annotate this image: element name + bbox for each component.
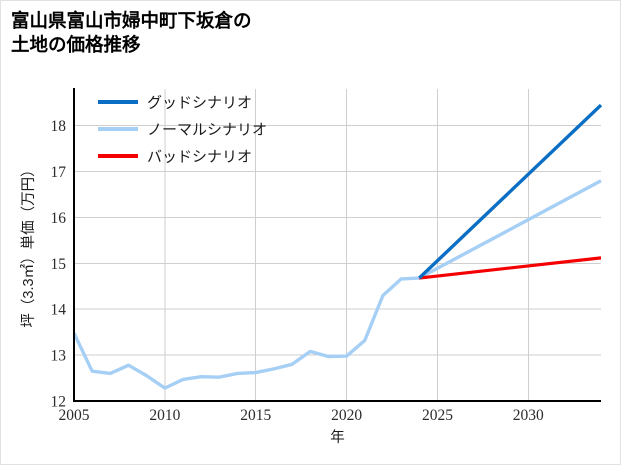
x-tick-label: 2020 [331,407,362,424]
legend-label: バッドシナリオ [147,150,252,166]
axis-lines [72,88,601,403]
series-lines [72,103,603,390]
legend-label: ノーマルシナリオ [147,123,267,139]
y-tick-label: 17 [51,164,67,181]
series-line-ノーマルシナリオ [72,179,602,390]
x-tick-label: 2010 [149,407,180,424]
y-tick-label: 18 [51,118,67,135]
x-tick-label: 2025 [422,407,453,424]
x-axis-tick-labels: 2005 2010 2015 2020 2025 2030 [59,407,545,424]
gridlines [74,89,601,401]
page-title: 富山県富山市婦中町下坂倉の 土地の価格推移 [11,10,252,56]
x-tick-label: 2015 [240,407,271,424]
y-tick-label: 12 [51,394,67,411]
y-tick-label: 14 [51,302,67,319]
x-tick-label: 2030 [513,407,544,424]
x-axis-title: 年 [330,429,345,446]
legend-label: グッドシナリオ [147,95,252,112]
y-tick-label: 13 [51,348,67,365]
y-axis-title: 坪（3.3㎡）単価（万円） [20,162,37,327]
series-line-バッドシナリオ [419,256,602,280]
y-tick-label: 16 [51,210,67,227]
x-tick-label: 2005 [59,407,90,424]
series-line-グッドシナリオ [418,103,603,280]
y-tick-label: 15 [51,256,67,273]
y-axis-tick-labels: 12 13 14 15 16 17 18 [51,118,67,410]
